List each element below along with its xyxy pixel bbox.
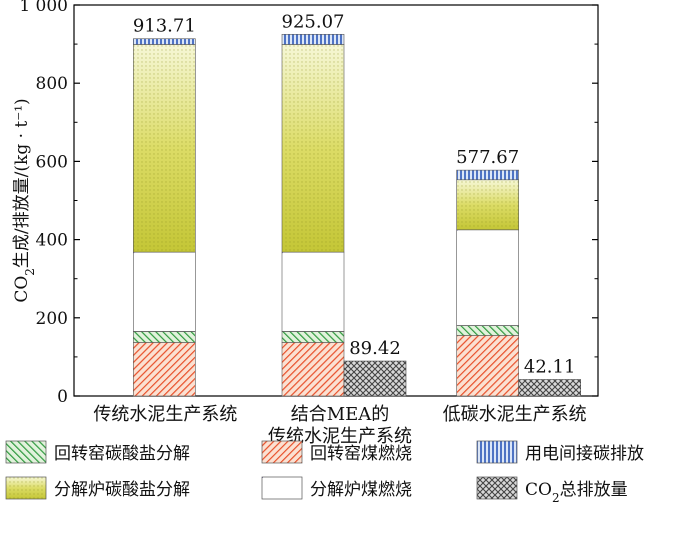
bar-segment-kiln_carbonate: [133, 331, 196, 343]
bar-total-label: 577.67: [456, 147, 519, 168]
legend-swatch: [476, 440, 518, 464]
bar-total-label: 925.07: [282, 11, 345, 32]
legend-label: 回转窑煤燃烧: [310, 444, 412, 464]
bar-segment-calciner_coal: [456, 229, 519, 326]
legend-label: 分解炉碳酸盐分解: [54, 480, 190, 500]
bar-segment-electricity: [133, 38, 196, 45]
legend-swatch: [5, 440, 47, 464]
legend-swatch-texture: [6, 477, 46, 499]
x-category-label: 结合MEA的: [291, 404, 390, 425]
emission-value-label: 89.42: [349, 338, 401, 359]
legend-label: CO2总排放量: [525, 480, 628, 505]
x-category-label: 传统水泥生产系统: [268, 426, 412, 447]
legend-label: 用电间接碳排放: [525, 444, 644, 464]
y-tick-label: 200: [36, 309, 68, 329]
x-category-label: 低碳水泥生产系统: [443, 404, 587, 425]
y-tick-label: 400: [36, 231, 68, 251]
bar-segment-texture: [456, 179, 519, 230]
bar-segment-calciner_coal: [133, 251, 196, 332]
bar-segment-kiln_coal: [281, 342, 345, 397]
bar-segment-calciner_coal: [281, 251, 345, 332]
bar-segment-kiln_coal: [133, 342, 196, 397]
x-category-label: 传统水泥生产系统: [93, 404, 237, 425]
bar-segment-electricity: [281, 33, 345, 45]
y-tick-label: 600: [36, 152, 68, 172]
bar-segment-kiln_carbonate: [281, 331, 345, 343]
emission-bar: [518, 379, 581, 397]
legend-swatch: [261, 476, 303, 500]
legend-label: 回转窑碳酸盐分解: [54, 444, 190, 464]
bar-segment-kiln_carbonate: [456, 325, 519, 336]
legend-swatch: [261, 440, 303, 464]
legend-swatch: [476, 476, 518, 500]
bar-segment-texture: [282, 44, 344, 253]
y-tick-label: 800: [36, 74, 68, 94]
y-tick-label: 0: [57, 387, 68, 407]
emission-bar: [343, 360, 407, 397]
y-axis-label: CO2生成/排放量/(kg · t⁻¹): [12, 98, 37, 302]
legend-label: 分解炉煤燃烧: [310, 480, 412, 500]
bar-segment-kiln_coal: [456, 335, 519, 397]
bar-segment-texture: [133, 44, 196, 253]
bar-segment-electricity: [456, 169, 519, 181]
emission-value-label: 42.11: [524, 357, 576, 378]
y-tick-label: 1 000: [19, 0, 68, 16]
bar-total-label: 913.71: [133, 16, 196, 37]
